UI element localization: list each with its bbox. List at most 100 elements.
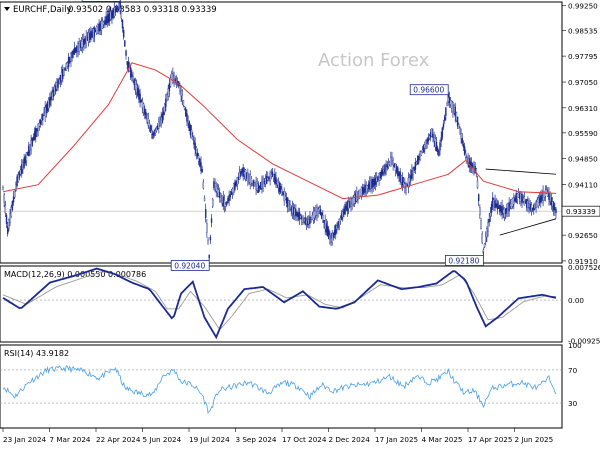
- candle-body: [384, 164, 386, 175]
- candle-body: [456, 116, 459, 127]
- price-panel-frame: [0, 1, 563, 264]
- candle-body: [322, 215, 324, 222]
- candle-body: [182, 100, 185, 106]
- dropdown-arrow-icon[interactable]: [4, 7, 10, 11]
- candle-body: [202, 181, 205, 189]
- candle-body: [379, 172, 381, 179]
- candle-body: [159, 119, 161, 127]
- candle-body: [87, 32, 90, 43]
- candle-body: [315, 210, 317, 216]
- candle-body: [216, 188, 219, 194]
- candle-body: [276, 180, 278, 186]
- watermark: Action Forex: [318, 50, 430, 71]
- triangle-lower-line: [499, 218, 557, 236]
- candle-body: [476, 180, 479, 188]
- candle-body: [154, 130, 157, 134]
- candle-body: [200, 162, 202, 172]
- ma-line: [2, 62, 557, 200]
- date-tick-label: 23 Jan 2024: [3, 435, 47, 444]
- candle-body: [440, 137, 442, 142]
- candle-body: [523, 196, 526, 206]
- candle-body: [509, 203, 512, 207]
- candle-body: [329, 235, 331, 240]
- candle-body: [343, 208, 345, 215]
- candle-body: [65, 63, 67, 71]
- candle-body: [4, 204, 7, 214]
- candle-body: [328, 229, 330, 240]
- axis-labels: 0.99250 0.98535 0.97795 0.97050 0.96310 0.955…: [2, 1, 600, 444]
- candle-body: [301, 216, 303, 220]
- candle-body: [169, 77, 172, 87]
- candle-body: [183, 106, 186, 110]
- candle-body: [25, 152, 28, 162]
- candle-body: [289, 203, 291, 210]
- candle-body: [441, 127, 444, 138]
- candle-body: [424, 144, 426, 149]
- candle-body: [277, 182, 280, 188]
- candle-body: [187, 120, 189, 124]
- candle-body: [290, 207, 292, 211]
- candle-body: [145, 111, 147, 119]
- candle-body: [533, 204, 535, 211]
- candle-body: [356, 191, 358, 202]
- candle-body: [100, 20, 103, 31]
- candle-body: [162, 111, 165, 115]
- candle-body: [445, 107, 447, 116]
- candle-body: [325, 223, 328, 233]
- candle-body: [113, 7, 116, 17]
- candle-body: [114, 8, 117, 13]
- candle-body: [367, 183, 370, 190]
- candle-body: [501, 205, 503, 215]
- candle-body: [291, 206, 294, 214]
- candle-body: [240, 171, 242, 176]
- candle-body: [141, 101, 144, 109]
- candle-body: [279, 186, 282, 193]
- candle-body: [381, 169, 384, 175]
- candle-body: [35, 127, 37, 138]
- macd-tick-label: 0.007526: [568, 263, 600, 272]
- date-tick-label: 7 Mar 2024: [50, 435, 91, 444]
- candle-body: [506, 207, 508, 212]
- candle-body: [376, 177, 378, 182]
- rsi-title: RSI(14) 43.9182: [4, 349, 69, 358]
- grid-layer: [0, 210, 562, 404]
- candle-body: [371, 179, 373, 189]
- candle-body: [487, 222, 489, 232]
- candle-body: [438, 151, 440, 156]
- candle-body: [370, 180, 372, 189]
- candle-body: [390, 157, 392, 167]
- candle-body: [448, 97, 451, 103]
- date-tick-label: 3 Sep 2024: [236, 435, 277, 444]
- candle-body: [454, 106, 456, 117]
- candle-body: [96, 26, 98, 34]
- candle-body: [518, 193, 521, 199]
- candle-body: [199, 158, 201, 167]
- triangle-upper-line: [485, 168, 557, 175]
- candle-body: [551, 201, 554, 207]
- candle-body: [275, 177, 277, 185]
- candle-body: [32, 137, 35, 141]
- candle-body: [260, 182, 262, 190]
- candle-body: [80, 40, 83, 48]
- candle-body: [33, 131, 36, 140]
- candle-body: [91, 31, 93, 38]
- candle-body: [434, 138, 437, 148]
- candle-body: [148, 123, 151, 128]
- candle-body: [394, 163, 397, 171]
- candle-body: [99, 22, 101, 31]
- candle-body: [230, 191, 233, 195]
- rsi-line-group: [2, 365, 557, 414]
- candle-body: [426, 139, 428, 144]
- price-tick-label: 0.99250: [568, 1, 598, 10]
- candle-body: [207, 239, 209, 245]
- candle-body: [161, 113, 164, 124]
- candle-body: [421, 149, 424, 153]
- candle-body: [349, 201, 351, 207]
- candle-body: [319, 209, 322, 216]
- candle-body: [412, 168, 414, 175]
- candle-body: [488, 218, 490, 223]
- candle-body: [483, 243, 486, 248]
- price-label: 0.96600: [413, 86, 444, 95]
- candle-body: [179, 85, 181, 92]
